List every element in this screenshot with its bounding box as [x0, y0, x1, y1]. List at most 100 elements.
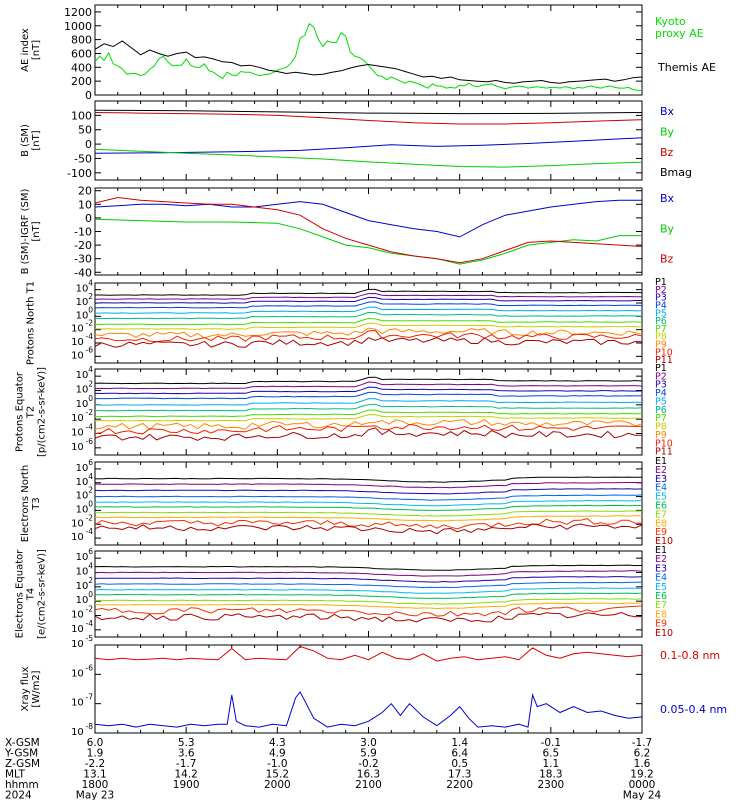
- panel-0-ytick-label-5: 1000: [64, 20, 92, 33]
- panel-7-ytick-label-2-exp: -6: [86, 663, 94, 672]
- panel-7-ytick-label-1: -710: [71, 693, 93, 709]
- panel-2-ytick-label-0: -40: [74, 266, 92, 279]
- panel-4-ytick-label-3: 010: [76, 394, 94, 410]
- legend-themis: Themis AE: [657, 61, 716, 74]
- panel-3-ytick-label-5-base: 10: [76, 284, 89, 295]
- panel-6-legend-E10: E10: [655, 628, 673, 639]
- panel-4-legend-P1: P1: [655, 363, 667, 374]
- panel-6-ytick-label-3-exp: 2: [88, 576, 93, 585]
- panel-3-series-7: [95, 322, 642, 330]
- panel-7-legend: 0.1-0.8 nm 0.05-0.4 nm: [660, 649, 727, 716]
- panel-6-ytick-label-3: 210: [76, 576, 94, 592]
- ephemeris-cell-2-0: 4.3: [269, 737, 286, 749]
- panel-1-series-2: [95, 137, 642, 154]
- panel-4-ylabel-line-1: T2: [26, 406, 37, 419]
- panel-6-legend-E3: E3: [655, 563, 667, 574]
- panel-5-series-9: [95, 523, 642, 535]
- panel-6-ytick-label-1: -210: [71, 605, 93, 621]
- panel-5-ytick-label-0-exp: -4: [86, 527, 94, 536]
- panel-3-legend-P8: P8: [655, 332, 667, 343]
- panel-7-ytick-label-0: -810: [71, 722, 93, 738]
- panel-3-ytick-label-2-exp: -2: [86, 319, 94, 328]
- panel-4-series-3: [95, 391, 642, 400]
- panel-3-legend-P2: P2: [655, 285, 667, 296]
- panel-5-ytick-label-3-base: 10: [76, 491, 89, 502]
- panel-7-ytick-label-0-exp: -8: [86, 722, 94, 731]
- panel-6-series-7: [95, 602, 642, 610]
- panel-4-legend-P4: P4: [655, 388, 667, 399]
- panel-2-ylabel-line-0: B (SM)-IGRF (SM): [20, 189, 31, 275]
- ephemeris-cell-0-1: 1.9: [87, 748, 104, 760]
- panel-6-ytick-label-5-exp: 6: [88, 547, 93, 556]
- ephemeris-cell-1-0: 5.3: [178, 737, 195, 749]
- panel-6-series-4: [95, 587, 642, 594]
- panel-7-ytick-label-2-base: 10: [71, 668, 84, 679]
- ephemeris-cell-5-0: -0.1: [541, 737, 562, 749]
- panel-0-ylabel: AE index [nT]: [20, 28, 42, 72]
- panel-4-series-10: [95, 427, 642, 441]
- panel-6-ytick-label-4: 410: [76, 562, 94, 578]
- panel-7-ytick-label-0-base: 10: [71, 727, 84, 738]
- panel-6-legend-E2: E2: [655, 554, 667, 565]
- panel-0-ytick-label-0: 0: [85, 89, 92, 102]
- panel-5-ytick-label-4: 410: [76, 472, 94, 488]
- panel-4-ytick-label-1-exp: -4: [86, 423, 94, 432]
- panel-6-ytick-label-4-exp: 4: [88, 562, 93, 571]
- panel-4-ylabel: Protons Equator T2 [p/(cm2-s-sr-keV)]: [15, 367, 48, 457]
- panel-5-ytick-label-0: -410: [71, 527, 93, 543]
- panel-2-ytick-label-6: 20: [78, 185, 92, 198]
- panel-0-lines: [95, 22, 642, 92]
- ephemeris-cell-4-0: 1.4: [451, 737, 468, 749]
- panel-2-legend: Bx By Bz: [660, 192, 675, 266]
- panel-4-ytick-label-1-base: 10: [71, 428, 84, 439]
- panel-6-series-8: [95, 605, 642, 617]
- panel-7-series-0: [95, 645, 642, 662]
- panel-6-ytick-label-1-base: 10: [71, 610, 84, 621]
- panel-3-series-10: [95, 337, 642, 348]
- panel-6-series-6: [95, 598, 642, 605]
- panel-1-ylabel-line-0: B (SM): [20, 124, 31, 157]
- panel-4-ylabel-line-0: Protons Equator: [15, 371, 26, 452]
- panel-6-ytick-label-0-exp: -4: [86, 619, 94, 628]
- panel-7-lines: [95, 645, 642, 728]
- panel-5-ytick-label-4-exp: 4: [88, 472, 93, 481]
- panel-3-series-6: [95, 317, 642, 326]
- panel-4-legend-P3: P3: [655, 380, 667, 391]
- panel-6-ytick-label-0-base: 10: [71, 624, 84, 635]
- panel-4-ytick-label-0-exp: -6: [86, 437, 94, 446]
- panel-5-legend-E5: E5: [655, 492, 667, 503]
- panel-5-ytick-label-5: 610: [76, 458, 94, 474]
- panel-3-legend-P1: P1: [655, 277, 667, 288]
- panel-1-ytick-label-0: -100: [67, 167, 92, 180]
- panel-3-ylabel: Protons North T1: [26, 281, 37, 365]
- panel-3-legend-P5: P5: [655, 308, 667, 319]
- panel-4-series-0: [95, 376, 642, 385]
- panel-6-ytick-label-4-base: 10: [76, 567, 89, 578]
- panel-3-legend-P9: P9: [655, 340, 667, 351]
- panel-5-ytick-label-2-base: 10: [76, 504, 89, 515]
- panel-5-series-6: [95, 510, 642, 517]
- panel-5-series-8: [95, 518, 642, 530]
- panel-1-series-1: [95, 112, 642, 125]
- panel-4-ytick-label-4-exp: 2: [88, 380, 93, 389]
- panel-4-ytick-label-4: 210: [76, 380, 94, 396]
- panel-5-ylabel-line-0: Electrons North: [20, 465, 31, 542]
- panel-6-series-1: [95, 570, 642, 577]
- panel-3-series-9: [95, 329, 642, 343]
- panel-6-series-2: [95, 576, 642, 583]
- panel-2-ytick-label-5: 10: [78, 198, 92, 211]
- panel-4-ytick-label-2-exp: -2: [86, 408, 94, 417]
- panel-4-ytick-label-5: 410: [76, 365, 94, 381]
- ephemeris-cell-5-4: 2300: [537, 779, 564, 791]
- ephemeris-cell-5-1: 6.5: [542, 748, 559, 760]
- panel-2-ytick-label-2: -20: [74, 239, 92, 252]
- panel-3-ytick-label-5: 410: [76, 279, 94, 295]
- ephemeris-cell-0-0: 6.0: [87, 737, 104, 749]
- panel-6-ylabel-line-1: T4: [26, 588, 37, 601]
- panel-4-legend-P10: P10: [655, 438, 673, 449]
